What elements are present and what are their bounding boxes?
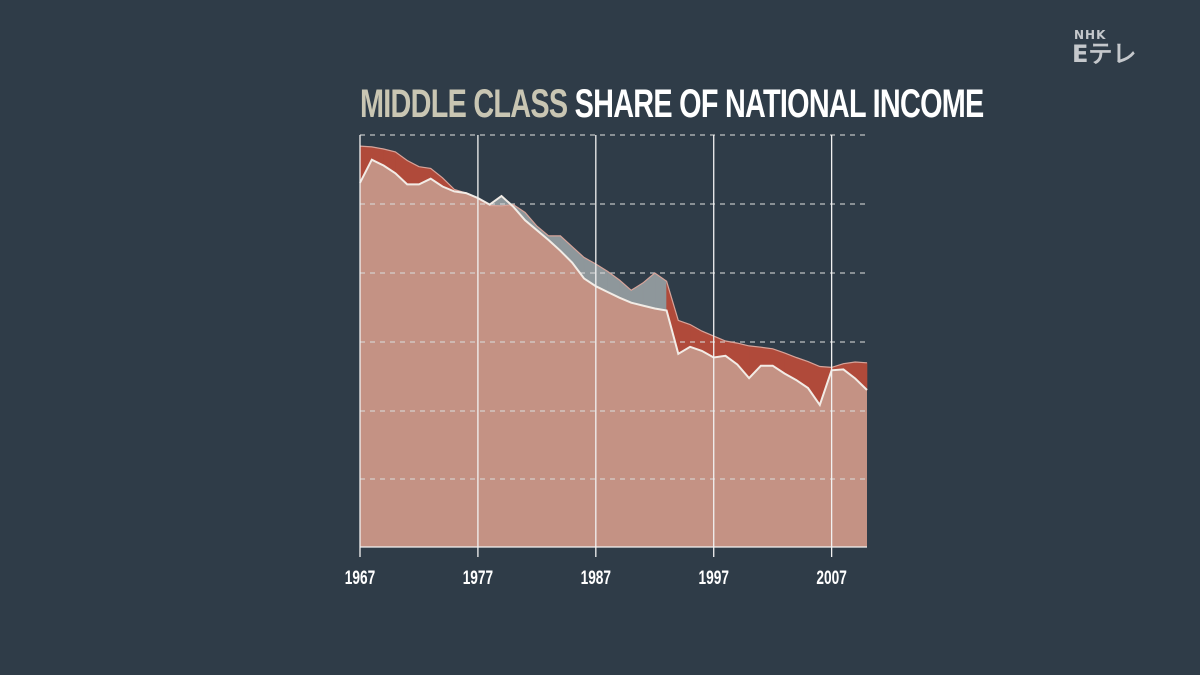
series-lower-line	[359, 158, 868, 408]
x-tick-label-1967: 1967	[345, 567, 375, 589]
gap-area-1992-0	[654, 272, 667, 311]
gap-area-2001-0	[760, 346, 773, 366]
series-upper-line	[359, 145, 868, 369]
x-tick-label-2007: 2007	[816, 567, 846, 589]
x-tick-label-1987: 1987	[581, 567, 611, 589]
channel-logo: NHK Eテレ	[1068, 28, 1138, 74]
chart-title-part2: SHARE OF NATIONAL INCOME	[574, 82, 985, 126]
chart-title: MIDDLE CLASS SHARE OF NATIONAL INCOME	[360, 82, 984, 127]
x-tick-label-1997: 1997	[699, 567, 729, 589]
x-tick-label-1977: 1977	[463, 567, 493, 589]
area-fill	[360, 159, 867, 547]
logo-channel: Eテレ	[1072, 40, 1137, 68]
logo-brand: NHK	[1074, 28, 1107, 42]
gap-area-1997-0	[713, 335, 726, 358]
chart-title-part1: MIDDLE CLASS	[360, 82, 568, 126]
